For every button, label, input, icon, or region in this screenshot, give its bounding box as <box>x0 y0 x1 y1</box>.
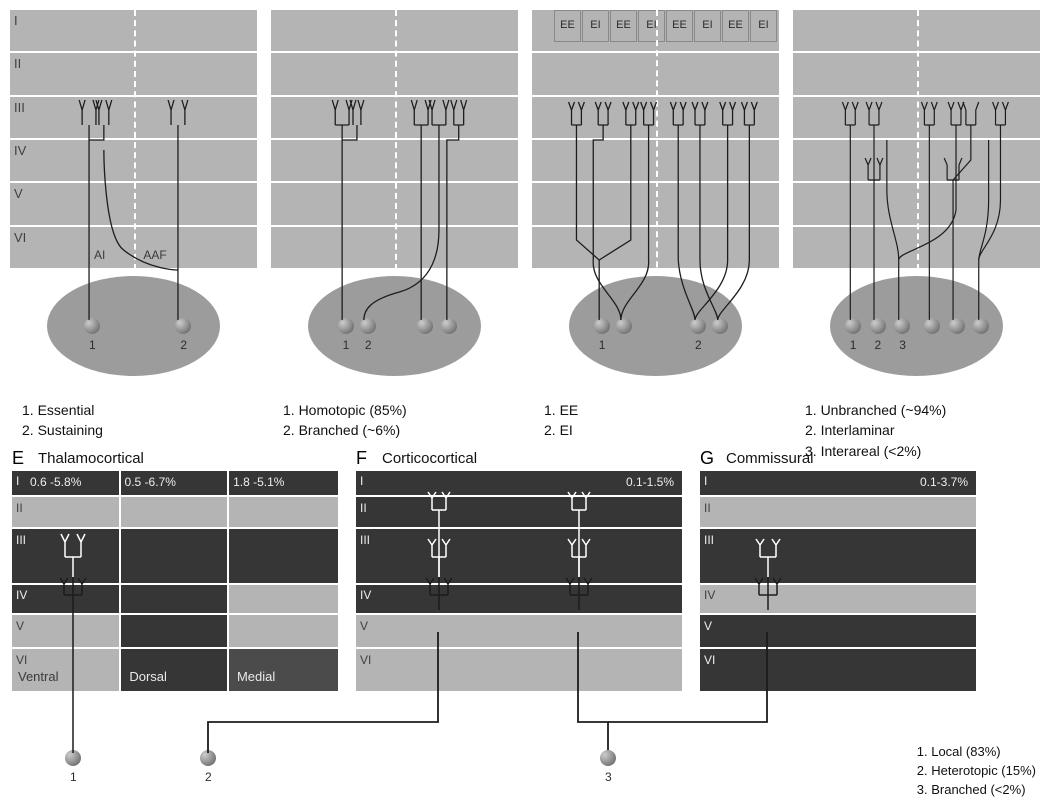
panel-c: C EE EI EE EI EE EI EE EI 1 <box>532 10 779 450</box>
panel-b: B 1 2 <box>271 10 518 450</box>
neuron-b-1 <box>338 318 354 334</box>
neuron-g-3 <box>600 750 616 766</box>
neuron-e-1 <box>65 750 81 766</box>
panel-b-layers <box>271 10 518 270</box>
final-legend: 1. Local (83%) 2. Heterotopic (15%) 3. B… <box>917 743 1036 800</box>
panel-e: E Thalamocortical 0.6 -5.8% 0.5 -6.7% 1.… <box>10 450 340 800</box>
panel-f: F Corticocortical 0.1-1.5% I II III IV V… <box>354 450 684 800</box>
neuron-b-2 <box>360 318 376 334</box>
panel-a-oval-area: 1 2 <box>10 272 257 392</box>
panel-d: D 1 2 3 <box>793 10 1040 450</box>
panel-a: A I II III IV V VI AI AAF 1 2 <box>10 10 257 450</box>
ee-ei-boxes: EE EI EE EI EE EI EE EI <box>554 10 777 42</box>
panel-a-oval <box>47 276 220 376</box>
panel-a-legend: 1. Essential 2. Sustaining <box>10 400 257 441</box>
panel-a-layers: I II III IV V VI AI AAF <box>10 10 257 270</box>
panel-e-layers: 0.6 -5.8% 0.5 -6.7% 1.8 -5.1% I II III <box>10 471 340 691</box>
neuron-e-2 <box>200 750 216 766</box>
neuron-a-1 <box>84 318 100 334</box>
panel-a-dash <box>134 10 136 270</box>
neuron-b-3 <box>417 318 433 334</box>
